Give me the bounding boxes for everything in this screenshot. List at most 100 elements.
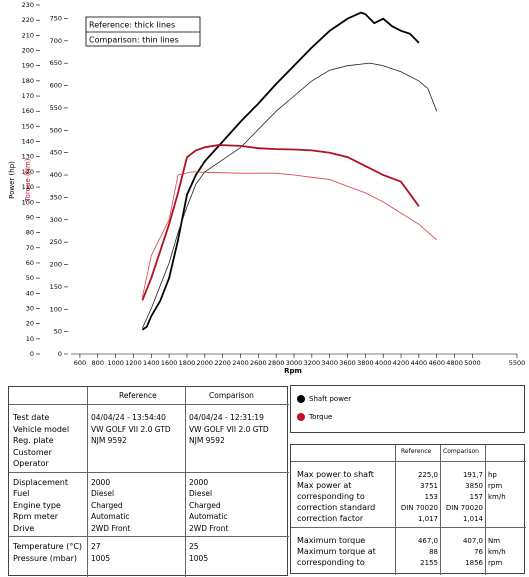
- series-line: [142, 62, 438, 329]
- x-tick-label: 1200: [125, 359, 142, 367]
- x-tick-label: 2000: [197, 359, 214, 367]
- y-tick-label: 0: [30, 350, 34, 358]
- y-tick-label: 100: [22, 198, 34, 206]
- x-tick-label: 1600: [161, 359, 178, 367]
- row-label: correction factor: [297, 514, 364, 523]
- y2-tick-label: 650: [50, 59, 62, 67]
- y2-tick-label: 550: [50, 104, 62, 112]
- x-tick-label: 4200: [393, 359, 410, 367]
- row-label: correction standard: [297, 503, 376, 512]
- row-label: Operator: [13, 459, 49, 468]
- cell-value: Diesel: [189, 489, 213, 498]
- y-tick-label: 210: [22, 31, 34, 39]
- cell-value: Diesel: [91, 489, 115, 498]
- row-line: [9, 404, 289, 405]
- row-label: Displacement: [13, 477, 68, 487]
- cell-value: 88: [429, 548, 438, 556]
- column-header: Comparison: [209, 391, 254, 400]
- legend-label: Torque: [309, 413, 333, 421]
- y-tick-label: 80: [26, 229, 34, 237]
- y-tick-label: 230: [22, 1, 34, 9]
- cell-value: Automatic: [189, 512, 228, 521]
- row-label: Customer: [13, 447, 52, 457]
- row-label: Fuel: [13, 489, 30, 498]
- row-label: Vehicle model: [13, 424, 70, 434]
- y2-tick-label: 400: [50, 171, 62, 179]
- cell-value: 2WD Front: [189, 523, 229, 533]
- y2-tick-label: 50: [54, 328, 62, 336]
- cell-value: 2WD Front: [91, 523, 131, 533]
- y2-tick-label: 600: [50, 82, 62, 90]
- row-label: Max power at: [297, 481, 352, 490]
- y-tick-label: 30: [26, 304, 34, 312]
- cell-value: 3751: [420, 482, 438, 490]
- x-tick-label: 3600: [339, 359, 356, 367]
- x-tick-label: 4000: [375, 359, 392, 367]
- row-label: corresponding to: [297, 558, 365, 567]
- cell-value: 1005: [91, 553, 111, 563]
- cell-value: 225,0: [417, 471, 438, 479]
- cell-value: 153: [424, 493, 438, 501]
- x-tick-label: 3000: [286, 359, 303, 367]
- y-tick-label: 160: [22, 107, 34, 115]
- series-line: [142, 171, 437, 298]
- y-axis-title: Power (hp): [8, 161, 16, 199]
- cell-value: rpm: [488, 559, 503, 567]
- cell-value: 191,7: [462, 471, 483, 479]
- summary-table: Reference Comparison Max power to shaft 225…: [290, 444, 526, 575]
- cell-value: 27: [91, 542, 101, 551]
- y-tick-label: 140: [22, 138, 34, 146]
- row-line: [9, 536, 289, 537]
- chart: Reference: thick lines Comparison: thin …: [8, 1, 526, 375]
- cell-value: 467,0: [417, 537, 438, 545]
- row-line: [291, 461, 526, 462]
- legend-marker: [297, 413, 305, 421]
- x-tick-label: 3800: [357, 359, 374, 367]
- cell-value: Charged: [189, 500, 221, 510]
- series-line: [141, 11, 420, 331]
- y2-tick-label: 300: [50, 216, 62, 224]
- y2-tick-label: 0: [58, 350, 62, 358]
- x-tick-label: 5000: [464, 359, 481, 367]
- y-tick-label: 20: [26, 320, 34, 328]
- cell-value: DIN 70020: [445, 504, 483, 512]
- y-tick-label: 40: [26, 289, 34, 297]
- column-header: Comparison: [443, 448, 479, 455]
- legend-marker: [297, 395, 305, 403]
- column-header: Reference: [119, 391, 157, 400]
- x-tick-label: 1000: [107, 359, 124, 367]
- cell-value: VW GOLF VII 2.0 GTD: [91, 424, 171, 434]
- x-tick-label: 4800: [446, 359, 463, 367]
- cell-value: Nm: [488, 537, 501, 545]
- y-tick-label: 50: [26, 274, 34, 282]
- legend: Shaft power Torque: [290, 385, 525, 433]
- note: Comparison: thin lines: [89, 36, 179, 45]
- cell-value: 157: [469, 493, 483, 501]
- y2-tick-label: 150: [50, 283, 62, 291]
- y-tick-label: 70: [26, 244, 34, 252]
- x-tick-label: 2600: [250, 359, 267, 367]
- legend-label: Shaft power: [309, 395, 352, 403]
- row-line: [9, 471, 289, 473]
- cell-value: Charged: [91, 500, 123, 510]
- y2-tick-label: 700: [50, 37, 62, 45]
- cell-value: 3850: [465, 482, 483, 490]
- y-tick-label: 170: [22, 92, 34, 100]
- x-tick-label: 5500: [509, 359, 526, 367]
- y-tick-label: 90: [26, 213, 34, 221]
- column-line: [440, 445, 441, 575]
- column-line: [395, 445, 396, 575]
- y2-tick-label: 450: [50, 149, 62, 157]
- row-label: corresponding to: [297, 492, 365, 501]
- row-label: Max power to shaft: [297, 470, 374, 479]
- report-table: Reference Comparison Test date 04/04/24 - 1…: [8, 386, 289, 577]
- cell-value: km/h: [488, 493, 506, 501]
- row-line: [291, 527, 526, 528]
- y-tick-label: 60: [26, 259, 34, 267]
- cell-value: 2155: [420, 559, 438, 567]
- row-label: Maximum torque: [297, 536, 366, 545]
- cell-value: NJM 9592: [189, 436, 225, 445]
- row-label: Maximum torque at: [297, 547, 376, 556]
- x-tick-label: 600: [74, 359, 86, 367]
- x-tick-label: 3200: [304, 359, 321, 367]
